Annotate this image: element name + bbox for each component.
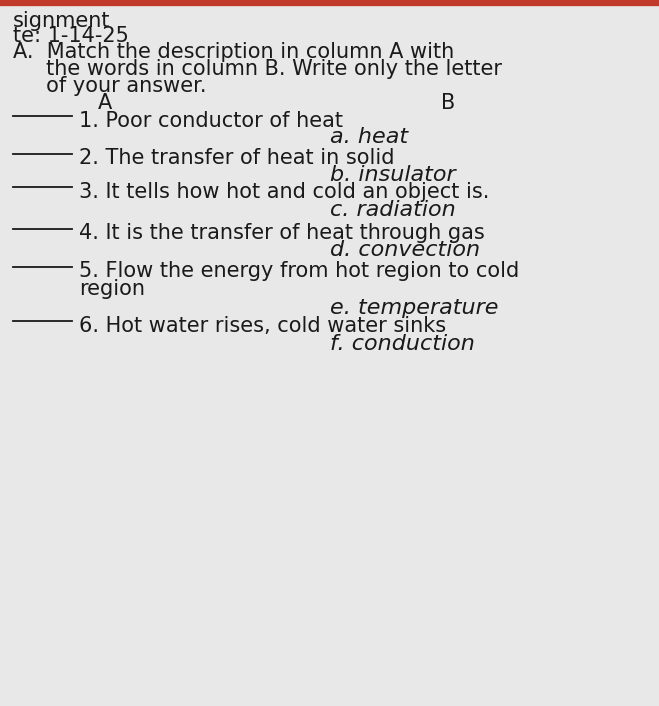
Text: 3. It tells how hot and cold an object is.: 3. It tells how hot and cold an object i… <box>79 182 490 202</box>
Text: of your answer.: of your answer. <box>13 76 207 96</box>
Text: c. radiation: c. radiation <box>330 200 455 220</box>
Text: f. conduction: f. conduction <box>330 334 474 354</box>
Text: a. heat: a. heat <box>330 127 408 147</box>
Text: signment: signment <box>13 11 111 30</box>
Text: e. temperature: e. temperature <box>330 298 498 318</box>
Text: b. insulator: b. insulator <box>330 165 455 185</box>
Text: 5. Flow the energy from hot region to cold: 5. Flow the energy from hot region to co… <box>79 261 519 281</box>
Text: the words in column B. Write only the letter: the words in column B. Write only the le… <box>13 59 502 79</box>
Text: 4. It is the transfer of heat through gas: 4. It is the transfer of heat through ga… <box>79 223 485 243</box>
Text: B: B <box>441 93 455 113</box>
Text: d. convection: d. convection <box>330 240 480 260</box>
Text: 6. Hot water rises, cold water sinks: 6. Hot water rises, cold water sinks <box>79 316 446 335</box>
Text: A: A <box>98 93 113 113</box>
Text: te: 1-14-25: te: 1-14-25 <box>13 26 129 46</box>
Text: region: region <box>79 279 145 299</box>
Text: A.  Match the description in column A with: A. Match the description in column A wit… <box>13 42 455 62</box>
Text: 1. Poor conductor of heat: 1. Poor conductor of heat <box>79 111 343 131</box>
Text: 2. The transfer of heat in solid: 2. The transfer of heat in solid <box>79 148 395 168</box>
